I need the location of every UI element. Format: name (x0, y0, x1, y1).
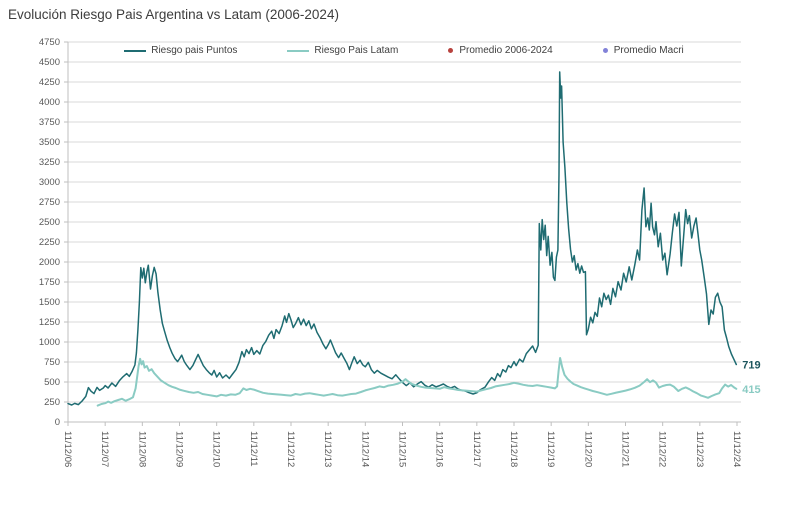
y-axis-label: 1750 (39, 277, 60, 288)
x-axis-label: 11/12/06 (62, 431, 73, 467)
x-axis-label: 11/12/12 (285, 431, 296, 467)
x-axis-label: 11/12/17 (471, 431, 482, 467)
x-axis-label: 11/12/19 (545, 431, 556, 467)
y-axis-label: 2000 (39, 257, 60, 268)
x-axis-label: 11/12/14 (359, 431, 370, 467)
y-axis-label: 1500 (39, 297, 60, 308)
y-axis-label: 0 (55, 417, 60, 428)
y-axis-label: 4250 (39, 77, 60, 88)
x-axis-label: 11/12/10 (211, 431, 222, 467)
x-axis-label: 11/12/15 (397, 431, 408, 467)
y-axis-label: 1250 (39, 317, 60, 328)
y-axis-label: 4000 (39, 97, 60, 108)
y-axis-label: 3500 (39, 137, 60, 148)
series-line-latam (96, 357, 738, 407)
x-axis-label: 11/12/11 (248, 431, 259, 467)
y-axis-label: 4500 (39, 57, 60, 68)
y-axis-label: 3000 (39, 177, 60, 188)
y-axis-label: 3750 (39, 117, 60, 128)
y-axis-label: 3250 (39, 157, 60, 168)
y-axis-label: 500 (44, 377, 60, 388)
y-axis-label: 2750 (39, 197, 60, 208)
end-label-latam: 415 (742, 384, 760, 396)
chart-title: Evolución Riesgo Pais Argentina vs Latam… (8, 7, 339, 22)
end-label-argentina: 719 (742, 359, 760, 371)
x-axis-label: 11/12/20 (582, 431, 593, 467)
x-axis-label: 11/12/21 (620, 431, 631, 467)
y-axis-label: 250 (44, 397, 60, 408)
y-axis-label: 1000 (39, 337, 60, 348)
y-axis-label: 2250 (39, 237, 60, 248)
x-axis-label: 11/12/23 (694, 431, 705, 467)
x-axis-label: 11/12/18 (508, 431, 519, 467)
x-axis-label: 11/12/24 (731, 431, 742, 467)
y-axis-label: 750 (44, 357, 60, 368)
y-axis-label: 4750 (39, 37, 60, 48)
x-axis-label: 11/12/07 (99, 431, 110, 467)
x-axis-label: 11/12/22 (657, 431, 668, 467)
y-axis-label: 2500 (39, 217, 60, 228)
x-axis-label: 11/12/09 (174, 431, 185, 467)
x-axis-label: 11/12/08 (136, 431, 147, 467)
x-axis-label: 11/12/16 (434, 431, 445, 467)
x-axis-label: 11/12/13 (322, 431, 333, 467)
